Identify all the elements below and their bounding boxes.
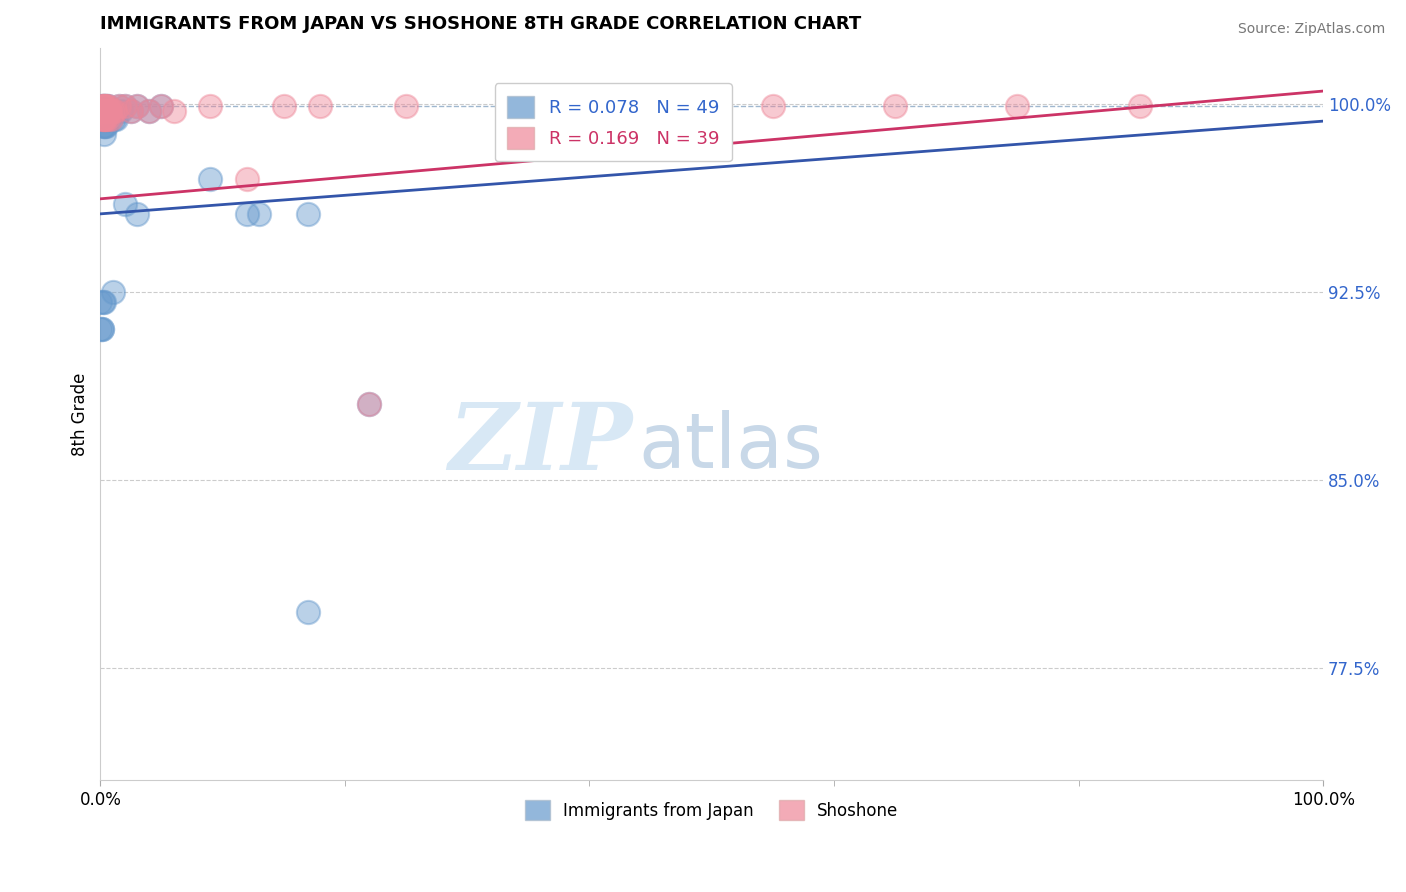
Point <box>91 112 114 126</box>
Point <box>125 207 148 221</box>
Point <box>107 99 129 113</box>
Point <box>97 99 120 113</box>
Point <box>640 99 662 113</box>
Point <box>91 104 114 119</box>
Point <box>150 99 173 113</box>
Point <box>101 104 124 119</box>
Point <box>309 99 332 113</box>
Point <box>94 119 117 133</box>
Point <box>762 99 785 113</box>
Point <box>97 112 120 126</box>
Point <box>90 104 112 119</box>
Point <box>91 112 114 126</box>
Point <box>93 127 115 141</box>
Point <box>150 99 173 113</box>
Point <box>96 99 118 113</box>
Point <box>90 322 112 336</box>
Point <box>97 104 120 119</box>
Point <box>103 112 125 126</box>
Point <box>100 112 122 126</box>
Point <box>93 104 115 119</box>
Point <box>97 104 120 119</box>
Legend: Immigrants from Japan, Shoshone: Immigrants from Japan, Shoshone <box>519 793 905 827</box>
Point <box>101 285 124 299</box>
Point <box>1007 99 1029 113</box>
Point <box>110 104 132 119</box>
Point <box>94 112 117 126</box>
Text: IMMIGRANTS FROM JAPAN VS SHOSHONE 8TH GRADE CORRELATION CHART: IMMIGRANTS FROM JAPAN VS SHOSHONE 8TH GR… <box>100 15 862 33</box>
Point <box>93 104 115 119</box>
Point <box>94 104 117 119</box>
Point <box>125 99 148 113</box>
Point <box>200 171 222 186</box>
Point <box>90 99 112 113</box>
Point <box>96 119 118 133</box>
Point <box>107 99 129 113</box>
Point <box>93 99 115 113</box>
Point <box>163 104 186 119</box>
Point <box>97 99 120 113</box>
Text: ZIP: ZIP <box>449 399 633 489</box>
Point <box>96 104 118 119</box>
Point <box>120 104 142 119</box>
Point <box>96 99 118 113</box>
Point <box>236 171 259 186</box>
Point <box>104 104 127 119</box>
Point <box>89 322 111 336</box>
Point <box>138 104 160 119</box>
Point <box>273 99 295 113</box>
Point <box>90 104 112 119</box>
Point <box>125 99 148 113</box>
Point <box>90 322 112 336</box>
Point <box>114 99 136 113</box>
Point <box>114 197 136 211</box>
Y-axis label: 8th Grade: 8th Grade <box>72 373 89 456</box>
Point <box>247 207 270 221</box>
Point <box>90 112 112 126</box>
Point <box>1129 99 1152 113</box>
Text: atlas: atlas <box>638 410 824 484</box>
Point <box>91 294 114 309</box>
Point <box>94 99 117 113</box>
Point <box>91 119 114 133</box>
Point <box>93 294 115 309</box>
Point <box>114 99 136 113</box>
Point <box>236 207 259 221</box>
Point <box>359 397 381 411</box>
Point <box>884 99 907 113</box>
Point <box>93 112 115 126</box>
Point <box>120 104 142 119</box>
Point <box>104 104 127 119</box>
Point <box>297 207 319 221</box>
Point <box>395 99 418 113</box>
Point <box>93 112 115 126</box>
Point <box>297 606 319 620</box>
Point <box>90 99 112 113</box>
Text: Source: ZipAtlas.com: Source: ZipAtlas.com <box>1237 22 1385 37</box>
Point <box>200 99 222 113</box>
Point <box>97 112 120 126</box>
Point <box>96 112 118 126</box>
Point <box>101 104 124 119</box>
Point <box>94 99 117 113</box>
Point <box>100 112 122 126</box>
Point <box>93 119 115 133</box>
Point <box>98 104 121 119</box>
Point <box>91 99 114 113</box>
Point <box>138 104 160 119</box>
Point <box>359 397 381 411</box>
Point <box>98 104 121 119</box>
Point <box>517 99 540 113</box>
Point <box>93 99 115 113</box>
Point <box>105 112 128 126</box>
Point <box>91 104 114 119</box>
Point <box>89 294 111 309</box>
Point <box>91 99 114 113</box>
Point <box>90 112 112 126</box>
